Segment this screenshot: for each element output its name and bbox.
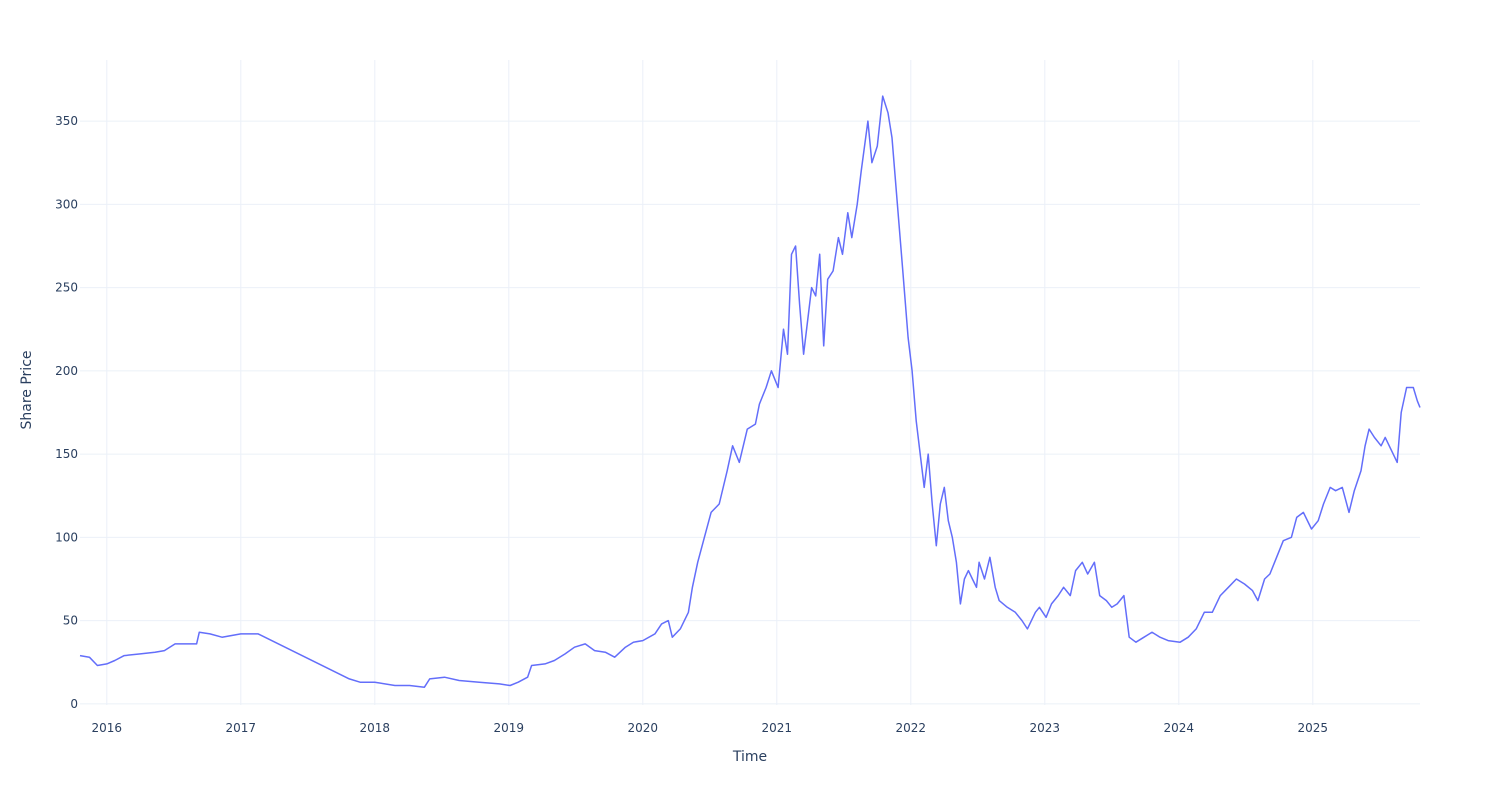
y-tick-label: 250 [55,281,78,295]
y-tick-label: 300 [55,197,78,211]
x-tick-label: 2022 [896,721,927,735]
y-tick-label: 200 [55,364,78,378]
x-tick-label: 2023 [1030,721,1061,735]
price-line [79,95,1421,688]
x-tick-label: 2021 [762,721,793,735]
x-tick-label: 2024 [1164,721,1195,735]
y-tick-label: 50 [63,614,78,628]
x-axis-title: Time [732,749,767,765]
y-tick-label: 100 [55,530,78,544]
x-tick-label: 2016 [92,721,123,735]
x-tick-label: 2017 [226,721,257,735]
y-tick-label: 350 [55,114,78,128]
y-tick-label: 150 [55,447,78,461]
x-tick-label: 2025 [1298,721,1329,735]
x-tick-label: 2019 [494,721,525,735]
x-tick-label: 2020 [628,721,659,735]
y-axis-title: Share Price [19,350,35,429]
x-tick-label: 2018 [360,721,391,735]
y-tick-label: 0 [70,697,78,711]
